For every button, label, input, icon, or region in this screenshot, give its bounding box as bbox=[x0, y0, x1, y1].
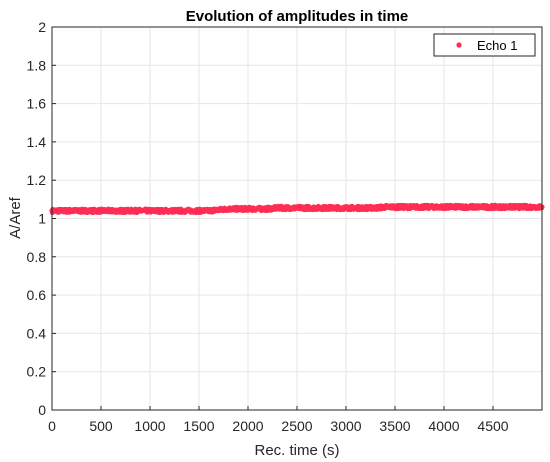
grid bbox=[51, 26, 542, 411]
y-tick-label: 0.4 bbox=[27, 325, 47, 341]
x-tick-label: 4000 bbox=[428, 418, 459, 434]
y-tick-label: 1.4 bbox=[27, 134, 47, 150]
y-tick-label: 1 bbox=[38, 211, 46, 227]
y-tick-label: 0 bbox=[38, 402, 46, 418]
x-tick-label: 1000 bbox=[134, 418, 165, 434]
legend: Echo 1 bbox=[433, 33, 536, 57]
y-tick-label: 2 bbox=[38, 19, 46, 35]
legend-marker-echo-1 bbox=[456, 42, 462, 48]
chart-title: Evolution of amplitudes in time bbox=[186, 8, 409, 25]
y-tick-label: 0.6 bbox=[27, 287, 47, 303]
y-axis-label: A/Aref bbox=[7, 196, 24, 239]
x-axis-label: Rec. time (s) bbox=[254, 442, 339, 459]
axis-ticks: 0 500 1000 1500 2000 2500 3000 3500 4000 4500 0 0.2… bbox=[27, 19, 509, 434]
x-tick-label: 3500 bbox=[379, 418, 410, 434]
x-tick-label: 1500 bbox=[183, 418, 214, 434]
legend-box bbox=[433, 33, 536, 57]
y-tick-label: 1.6 bbox=[27, 96, 47, 112]
y-tick-label: 0.2 bbox=[27, 364, 47, 380]
legend-label-echo-1: Echo 1 bbox=[477, 38, 517, 53]
y-tick-label: 1.8 bbox=[27, 57, 47, 73]
x-tick-label: 0 bbox=[48, 418, 56, 434]
y-tick-label: 0.8 bbox=[27, 249, 47, 265]
echo-1-series bbox=[49, 202, 545, 216]
x-tick-label: 2000 bbox=[232, 418, 263, 434]
y-tick-label: 1.2 bbox=[27, 172, 47, 188]
x-tick-label: 4500 bbox=[477, 418, 508, 434]
x-tick-label: 3000 bbox=[330, 418, 361, 434]
x-tick-label: 500 bbox=[89, 418, 113, 434]
x-tick-label: 2500 bbox=[281, 418, 312, 434]
